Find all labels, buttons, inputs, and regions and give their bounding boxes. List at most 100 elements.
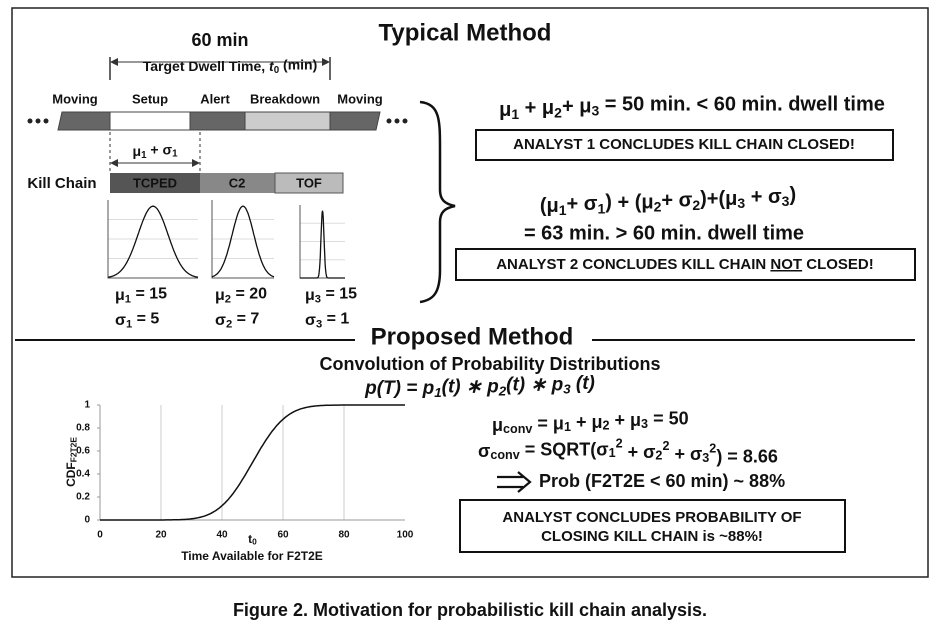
box [459, 499, 846, 553]
stage-label: TCPED [133, 175, 177, 190]
text-part: + μ [610, 410, 642, 430]
text-part: = [322, 311, 340, 328]
text-part: 2 [616, 437, 623, 451]
text-part: (t) ∗ p [442, 376, 499, 397]
text-part: 2 [654, 198, 662, 214]
box [475, 129, 894, 161]
analyst-1: ANALYST 1 CONCLUDES KILL CHAIN CLOSED! [513, 136, 855, 153]
text-part: 1 [125, 293, 131, 305]
formula: p(T) = p1(t) ∗ p2(t) ∗ p3 (t) [364, 373, 595, 400]
text-part: + σ [567, 193, 598, 215]
phase-label: Moving [52, 91, 98, 106]
text-part: Motivation for probabilistic kill chain … [308, 600, 707, 620]
text-part: = [231, 286, 249, 303]
text-part: 2 [709, 442, 716, 456]
text-part: σ [115, 312, 126, 329]
text-part: 7 [250, 311, 259, 328]
mu-conv: μconv = μ1 + μ2 + μ3 = 50 [492, 408, 689, 436]
text-part: 15 [149, 286, 167, 303]
text-part: 8.66 [743, 446, 778, 466]
text-part: 3 [641, 417, 648, 431]
y-tick-label: 1 [84, 400, 90, 411]
text-part: 20 [249, 286, 267, 303]
kill-chain-label: Kill Chain [27, 175, 96, 192]
text-part: = [132, 311, 150, 328]
pdf-curve [300, 210, 345, 279]
conclusion: ANALYST CONCLUDES PROBABILITY OF [502, 509, 801, 526]
text-part: 2 [692, 197, 700, 213]
mini-axes [211, 200, 274, 279]
x-tick-label: 60 [277, 530, 289, 541]
x-tick-label: 0 [97, 530, 103, 541]
phase-label: Breakdown [250, 91, 320, 106]
text-part: 3 [702, 451, 709, 465]
text-part: = [648, 408, 669, 428]
text-part: ) [789, 184, 796, 206]
box [455, 248, 916, 281]
text-part: 1 [609, 446, 616, 460]
phase-label: Setup [132, 91, 168, 106]
text-part: conv [503, 422, 532, 436]
pdf-curve [107, 205, 199, 278]
implies-arrow [497, 471, 532, 493]
text-part: + σ [661, 190, 692, 212]
y-tick-label: 0.2 [76, 492, 90, 503]
text-part: t [269, 58, 275, 74]
span-label: μ1 + σ1 [132, 141, 178, 160]
cdf-curve [100, 404, 405, 521]
text-part: 1 [141, 150, 147, 161]
mu-value: μ1 = 15 [115, 286, 167, 306]
sigma-value: σ3 = 1 [305, 311, 349, 331]
subtitle: Convolution of Probability Distributions [320, 354, 661, 374]
duration: 60 min [191, 30, 248, 50]
text-part: 2 [603, 419, 610, 433]
text-part: 3 [315, 293, 321, 305]
frame [11, 7, 929, 578]
sigma-value: σ1 = 5 [115, 311, 159, 331]
text-part: 2 [655, 449, 662, 463]
sigma-value: σ2 = 7 [215, 311, 259, 331]
text-part: μ [492, 415, 503, 435]
text-part: 5 [150, 311, 159, 328]
stage-label: TOF [296, 175, 322, 190]
text-part: 1 [564, 420, 571, 434]
text-part: σ [305, 312, 316, 329]
text-part: + σ [623, 442, 656, 462]
caption: Figure 2. Motivation for probabilistic k… [233, 600, 707, 620]
text-part: μ [499, 99, 511, 121]
text-part: 3 [737, 195, 745, 211]
text-part: p(T) = p [364, 378, 434, 399]
stage [110, 173, 200, 193]
text-part: F2T2E [69, 437, 79, 463]
text-part: )+(μ [700, 188, 737, 210]
text-part: 50 [669, 408, 689, 428]
text-part: 3 [563, 381, 571, 396]
marker-label: t0 [248, 532, 257, 547]
text-part: (t) ∗ p [506, 375, 563, 396]
text-part: 3 [316, 318, 322, 330]
dwell-label: Target Dwell Time, t0 (min) [143, 56, 318, 75]
text-part: 0 [274, 65, 280, 76]
ellipsis [27, 118, 408, 124]
text-part: 2 [554, 104, 562, 120]
text-part: 0 [252, 537, 257, 547]
mu-value: μ2 = 20 [215, 286, 267, 306]
text-part: μ [215, 287, 225, 304]
stage-label: C2 [229, 175, 246, 190]
text-part: = [232, 311, 250, 328]
brace [419, 100, 456, 304]
text-part: conv [490, 448, 519, 462]
text-part: 1 [597, 200, 605, 216]
text-part: = [321, 286, 339, 303]
x-axis-label: Time Available for F2T2E [181, 549, 323, 563]
y-tick-label: 0.4 [76, 469, 90, 480]
text-part: 3 [782, 193, 790, 209]
text-part: 1 [126, 318, 132, 330]
pdf-curve [211, 205, 275, 278]
y-tick-label: 0.6 [76, 446, 90, 457]
text-part: 1 [172, 148, 178, 159]
text-part: ) + (μ [605, 192, 653, 214]
segment [189, 111, 246, 131]
phase-label: Alert [200, 91, 230, 106]
